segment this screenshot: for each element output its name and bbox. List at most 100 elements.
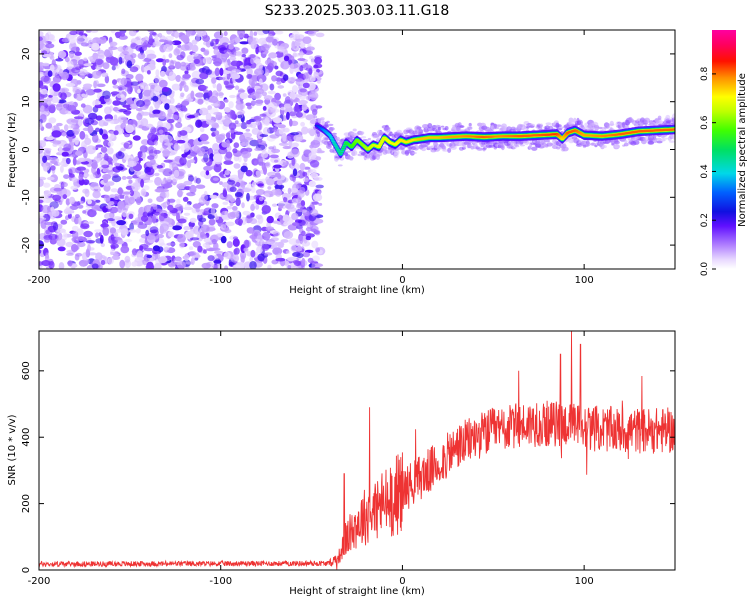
heatmap-noise-cell bbox=[309, 128, 316, 137]
heatmap-ridge-halo bbox=[495, 124, 502, 127]
heatmap-noise-cell bbox=[107, 218, 116, 222]
heatmap-noise-cell bbox=[104, 153, 109, 163]
heatmap-noise-cell bbox=[220, 235, 227, 244]
heatmap-noise-cell bbox=[159, 223, 169, 232]
heatmap-noise-cell bbox=[77, 236, 85, 242]
heatmap-noise-cell bbox=[312, 193, 323, 202]
heatmap-noise-cell bbox=[106, 147, 114, 155]
heatmap-noise-cell bbox=[245, 128, 251, 132]
heatmap-noise-cell bbox=[105, 205, 113, 209]
heatmap-noise-cell bbox=[292, 52, 297, 58]
heatmap-noise-cell bbox=[296, 209, 306, 213]
heatmap-noise-cell bbox=[202, 57, 212, 65]
heatmap-noise-cell bbox=[255, 189, 265, 195]
heatmap-noise-cell bbox=[49, 51, 54, 59]
heatmap-noise-cell bbox=[264, 193, 270, 198]
heatmap-noise-cell bbox=[126, 60, 133, 69]
heatmap-noise-cell bbox=[60, 92, 67, 100]
heatmap-noise-cell bbox=[139, 145, 148, 153]
heatmap-noise-cell bbox=[135, 228, 141, 234]
heatmap-noise-cell bbox=[102, 62, 110, 70]
heatmap-noise-cell bbox=[187, 30, 196, 37]
heatmap-ridge-halo bbox=[351, 150, 358, 156]
heatmap-noise-cell bbox=[95, 58, 103, 65]
heatmap-noise-cell bbox=[95, 238, 104, 244]
heatmap-noise-cell bbox=[308, 68, 313, 75]
heatmap-noise-cell bbox=[195, 78, 205, 85]
heatmap-noise-cell bbox=[142, 58, 151, 63]
heatmap-noise-cell bbox=[246, 183, 255, 190]
heatmap-noise-cell bbox=[147, 70, 151, 75]
heatmap-noise-cell bbox=[183, 180, 193, 186]
heatmap-noise-cell bbox=[63, 103, 69, 109]
heatmap-noise-cell bbox=[65, 83, 76, 87]
heatmap-noise-cell bbox=[117, 85, 126, 91]
heatmap-noise-cell bbox=[195, 92, 205, 98]
heatmap-noise-cell bbox=[129, 222, 135, 232]
heatmap-noise-cell bbox=[275, 70, 283, 77]
heatmap-noise-cell bbox=[271, 75, 278, 82]
heatmap-noise-cell bbox=[292, 252, 301, 257]
heatmap-noise-cell bbox=[72, 230, 79, 240]
heatmap-noise-cell bbox=[154, 140, 158, 146]
heatmap-ridge-halo bbox=[328, 126, 335, 131]
heatmap-noise-cell bbox=[110, 120, 115, 125]
heatmap-noise-cell bbox=[149, 159, 156, 166]
heatmap-noise-cell bbox=[40, 85, 49, 90]
heatmap-noise-cell bbox=[229, 197, 236, 203]
heatmap-noise-cell bbox=[161, 65, 167, 73]
heatmap-noise-cell bbox=[121, 50, 129, 55]
heatmap-noise-cell bbox=[119, 259, 126, 269]
heatmap-noise-cell bbox=[83, 173, 90, 178]
heatmap-noise-cell bbox=[241, 53, 247, 58]
heatmap-noise-cell bbox=[311, 255, 320, 262]
heatmap-noise-cell bbox=[157, 120, 164, 129]
heatmap-ridge-halo bbox=[334, 136, 340, 141]
heatmap-ridge-halo bbox=[656, 140, 663, 144]
heatmap-noise-cell bbox=[121, 175, 127, 180]
heatmap-noise-cell bbox=[241, 47, 249, 54]
heatmap-noise-cell bbox=[241, 151, 252, 159]
heatmap-noise-cell bbox=[140, 188, 147, 197]
heatmap-noise-cell bbox=[107, 141, 114, 147]
heatmap-noise-cell bbox=[123, 142, 130, 149]
heatmap-noise-cell bbox=[156, 164, 163, 169]
heatmap-noise-cell bbox=[234, 85, 240, 91]
heatmap-ridge-halo bbox=[609, 123, 615, 126]
heatmap-ridge-halo bbox=[427, 123, 433, 129]
heatmap-noise-cell bbox=[147, 30, 155, 33]
heatmap-noise-cell bbox=[89, 211, 94, 216]
heatmap-noise-cell bbox=[311, 201, 320, 205]
heatmap-noise-cell bbox=[51, 210, 60, 217]
heatmap-noise-cell bbox=[79, 130, 86, 140]
heatmap-noise-cell bbox=[300, 121, 305, 127]
heatmap-noise-cell bbox=[239, 134, 246, 143]
heatmap-noise-cell bbox=[70, 185, 79, 190]
heatmap-noise-cell bbox=[223, 49, 231, 54]
heatmap-noise-cell bbox=[295, 246, 303, 252]
heatmap-noise-cell bbox=[85, 30, 93, 33]
heatmap-noise-cell bbox=[273, 164, 282, 169]
heatmap-noise-cell bbox=[188, 175, 194, 182]
heatmap-noise-cell bbox=[96, 83, 106, 88]
heatmap-noise-cell bbox=[60, 165, 64, 173]
heatmap-noise-cell bbox=[43, 149, 51, 158]
heatmap-ridge-halo bbox=[576, 120, 582, 125]
heatmap-noise-cell bbox=[126, 176, 133, 180]
heatmap-noise-cell bbox=[286, 264, 294, 269]
heatmap-noise-cell bbox=[245, 217, 254, 222]
heatmap-noise-cell bbox=[154, 262, 162, 269]
heatmap-noise-cell bbox=[91, 263, 99, 269]
heatmap-noise-cell bbox=[162, 150, 171, 154]
heatmap-ridge-halo bbox=[408, 146, 412, 152]
heatmap-noise-cell bbox=[168, 262, 176, 268]
heatmap-noise-cell bbox=[63, 124, 69, 132]
heatmap-noise-cell bbox=[265, 161, 271, 168]
heatmap-noise-cell bbox=[291, 40, 296, 50]
heatmap-noise-cell bbox=[189, 159, 196, 164]
heatmap-noise-cell bbox=[141, 215, 149, 222]
heatmap-noise-cell bbox=[232, 148, 238, 154]
heatmap-noise-cell bbox=[264, 117, 270, 126]
heatmap-noise-cell bbox=[249, 30, 254, 40]
